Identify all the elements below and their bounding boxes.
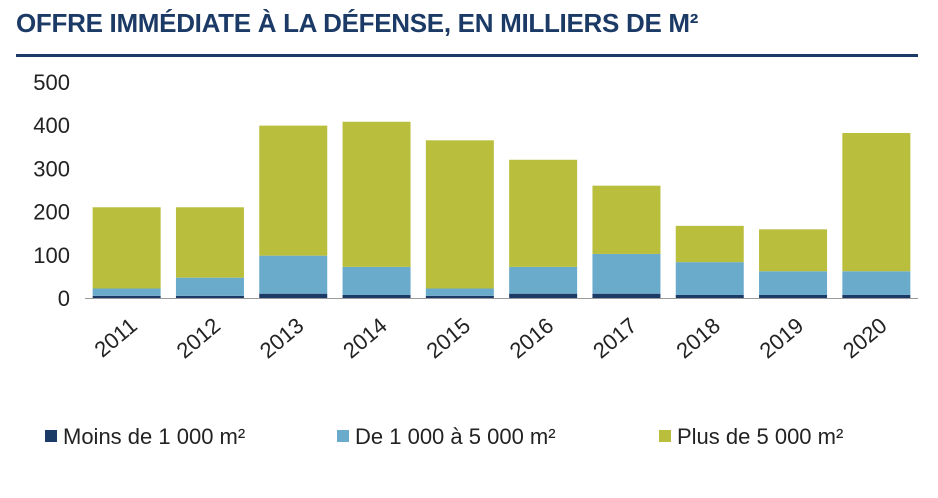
chart-title: OFFRE IMMÉDIATE À LA DÉFENSE, EN MILLIER… xyxy=(16,8,699,38)
legend-label-1: Moins de 1 000 m² xyxy=(63,424,245,449)
title-divider xyxy=(16,54,918,57)
y-tick-label: 0 xyxy=(58,286,70,311)
x-tick-label: 2016 xyxy=(505,313,559,364)
bar-2013-series-3 xyxy=(259,125,328,256)
bar-2018-series-2 xyxy=(675,262,744,295)
bar-2015-series-2 xyxy=(425,288,494,296)
x-tick-label: 2019 xyxy=(755,313,809,364)
bar-2017-series-1 xyxy=(592,293,661,298)
bar-2018-series-3 xyxy=(675,225,744,263)
x-tick-label: 2012 xyxy=(172,313,226,364)
bar-2013-series-2 xyxy=(259,255,328,294)
bar-2014-series-1 xyxy=(342,294,411,298)
x-tick-label: 2011 xyxy=(90,313,142,363)
x-tick-label: 2020 xyxy=(838,313,892,364)
bar-2018-series-1 xyxy=(675,294,744,298)
y-tick-label: 200 xyxy=(33,200,70,225)
y-axis: 0 100 200 300 400 500 xyxy=(33,70,70,311)
x-tick-label: 2018 xyxy=(671,313,725,364)
legend-label-2: De 1 000 à 5 000 m² xyxy=(355,424,556,449)
bar-2020-series-2 xyxy=(842,271,911,295)
x-tick-label: 2014 xyxy=(338,313,392,364)
x-tick-label: 2017 xyxy=(588,313,642,364)
y-tick-label: 300 xyxy=(33,156,70,181)
bar-2020-series-1 xyxy=(842,294,911,298)
bar-2017-series-3 xyxy=(592,185,661,254)
bar-2017-series-2 xyxy=(592,253,661,294)
bar-2015-series-3 xyxy=(425,140,494,289)
bar-2011-series-2 xyxy=(92,288,161,296)
bar-2016-series-2 xyxy=(509,266,578,294)
bar-2015-series-1 xyxy=(425,295,494,298)
legend-swatch-1 xyxy=(45,430,57,442)
y-tick-label: 100 xyxy=(33,243,70,268)
bar-2011-series-3 xyxy=(92,207,161,289)
bar-2012-series-2 xyxy=(175,277,244,296)
bar-2019-series-2 xyxy=(759,271,828,295)
bar-2013-series-1 xyxy=(259,293,328,298)
bars xyxy=(92,121,911,298)
bar-2019-series-1 xyxy=(759,294,828,298)
bar-2014-series-3 xyxy=(342,121,411,267)
legend: Moins de 1 000 m² De 1 000 à 5 000 m² Plus… xyxy=(45,424,843,449)
y-tick-label: 500 xyxy=(33,70,70,95)
bar-2019-series-3 xyxy=(759,229,828,272)
bar-2016-series-3 xyxy=(509,159,578,267)
legend-swatch-3 xyxy=(659,430,671,442)
bar-2016-series-1 xyxy=(509,293,578,298)
bar-2020-series-3 xyxy=(842,132,911,272)
bar-2012-series-3 xyxy=(175,207,244,278)
bar-2014-series-2 xyxy=(342,266,411,295)
bar-2011-series-1 xyxy=(92,295,161,298)
x-axis: 2011 2012 2013 2014 2015 2016 2017 2018 2019 2020 xyxy=(85,298,918,364)
x-tick-label: 2015 xyxy=(421,313,475,364)
bar-2012-series-1 xyxy=(175,295,244,298)
legend-swatch-2 xyxy=(337,430,349,442)
x-tick-label: 2013 xyxy=(255,313,309,364)
y-tick-label: 400 xyxy=(33,113,70,138)
legend-label-3: Plus de 5 000 m² xyxy=(677,424,843,449)
